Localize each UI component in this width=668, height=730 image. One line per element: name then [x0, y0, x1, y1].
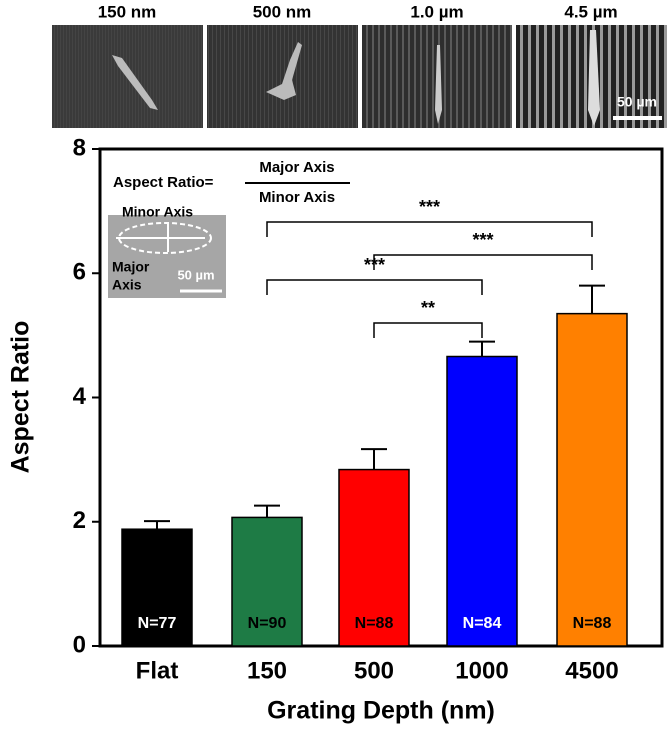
y-tick-label: 4 — [73, 383, 87, 410]
significance-label: *** — [364, 255, 385, 275]
cell-outline — [118, 222, 212, 254]
significance-bracket — [266, 221, 593, 237]
significance-bracket — [373, 254, 593, 270]
cell — [588, 30, 600, 126]
image-label: 4.5 µm — [564, 2, 617, 21]
scale-bar-label: 50 µm — [617, 94, 657, 110]
cell — [435, 45, 442, 124]
y-tick-label: 2 — [73, 507, 86, 534]
x-axis-label: Grating Depth (nm) — [267, 697, 495, 725]
sample-size: N=88 — [355, 615, 394, 632]
sample-size: N=84 — [463, 615, 502, 632]
minor-label: Minor Axis — [122, 204, 193, 220]
cell — [266, 42, 302, 100]
major-label: Major — [112, 259, 150, 275]
y-axis-label: Aspect Ratio — [7, 321, 35, 474]
sem-image — [207, 25, 358, 128]
x-tick-label: 150 — [247, 657, 287, 684]
x-tick-label: 1000 — [455, 657, 508, 684]
equation-denominator: Minor Axis — [259, 189, 335, 206]
x-tick-label: Flat — [136, 657, 179, 684]
cell — [112, 55, 158, 110]
y-tick-label: 8 — [73, 134, 86, 161]
sem-images: 50 µm — [52, 25, 667, 128]
significance-label: *** — [419, 197, 440, 217]
inset: Aspect Ratio= Major Axis Minor Axis Mino… — [108, 159, 350, 298]
equation-numerator: Major Axis — [259, 159, 334, 176]
equation-left: Aspect Ratio= — [113, 174, 214, 191]
bar — [231, 516, 303, 647]
y-tick-label: 6 — [73, 259, 86, 286]
image-label: 150 nm — [98, 2, 157, 21]
significance-bracket — [373, 322, 483, 338]
x-tick-label: 500 — [354, 657, 394, 684]
bar — [121, 528, 193, 647]
image-label: 500 nm — [253, 2, 312, 21]
bar — [446, 355, 518, 647]
significance-bracket — [266, 279, 483, 295]
image-label: 1.0 µm — [410, 2, 463, 21]
bar — [338, 468, 410, 647]
sample-size: N=77 — [138, 615, 177, 632]
significance-label: *** — [472, 230, 493, 250]
x-tick-label: 4500 — [565, 657, 618, 684]
significance-label: ** — [421, 298, 435, 318]
sample-size: N=90 — [248, 615, 287, 632]
y-tick-label: 0 — [73, 631, 86, 658]
sample-size: N=88 — [573, 615, 612, 632]
bar — [556, 312, 628, 647]
major-label: Axis — [112, 277, 142, 293]
inset-scale-label: 50 µm — [177, 267, 214, 282]
